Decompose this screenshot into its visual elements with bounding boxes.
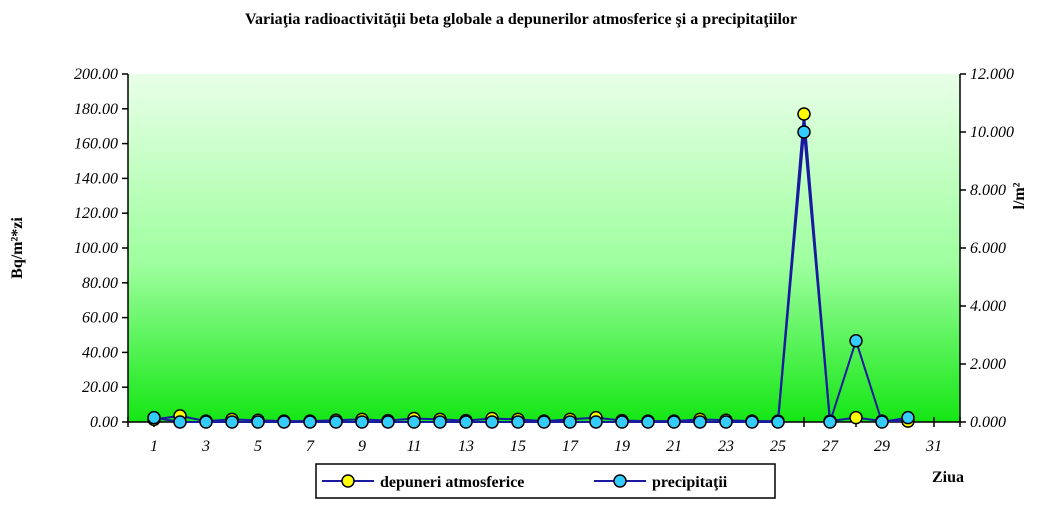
data-point (225, 415, 239, 429)
x-tick-label: 19 (614, 438, 630, 455)
data-point (537, 415, 551, 429)
data-point (303, 415, 317, 429)
x-tick-label: 7 (306, 438, 315, 455)
data-point (849, 410, 863, 425)
data-point (641, 415, 655, 429)
data-point (745, 415, 759, 429)
y2-tick-label: 10.000 (970, 124, 1014, 141)
x-tick-label: 29 (874, 438, 890, 455)
chart-title: Variaţia radioactivităţii beta globale a… (245, 11, 797, 28)
x-tick-label: 31 (925, 438, 942, 455)
x-axis-title: Ziua (932, 469, 964, 486)
x-tick-label: 11 (407, 438, 422, 455)
x-tick-label: 23 (718, 438, 734, 455)
y-axis-title: Bq/m²*zi (9, 217, 26, 279)
y2-tick-label: 0.000 (970, 414, 1006, 431)
series-1 (147, 125, 915, 429)
data-point (485, 415, 499, 429)
x-tick-label: 15 (510, 438, 526, 455)
tick-labels: 0.00 20.00 40.00 60.00 80.00 100.00 120.00 140.… (74, 66, 1014, 455)
legend-label-depuneri: depuneri atmosferice (380, 474, 524, 491)
data-point (823, 415, 837, 429)
y-tick-label: 160.00 (74, 136, 118, 153)
y-tick-label: 200.00 (74, 66, 118, 83)
data-point (381, 415, 395, 429)
x-tick-label: 25 (770, 438, 786, 455)
x-tick-label: 13 (458, 438, 474, 455)
x-tick-label: 21 (666, 438, 682, 455)
data-point (771, 415, 785, 429)
data-point (667, 415, 681, 429)
legend-marker-depuneri (341, 474, 355, 488)
data-point (355, 415, 369, 429)
y-tick-label: 80.00 (82, 275, 118, 292)
x-tick-label: 9 (358, 438, 366, 455)
y2-tick-label: 2.000 (970, 356, 1006, 373)
y-tick-label: 0.00 (90, 414, 118, 431)
plot-background (128, 74, 960, 422)
data-point (849, 334, 863, 348)
legend-marker-precipitatii (613, 474, 627, 488)
data-point (797, 107, 811, 121)
data-point (615, 415, 629, 429)
series-layer (147, 107, 915, 429)
y-tick-label: 60.00 (82, 310, 118, 327)
x-tick-label: 27 (822, 438, 839, 455)
y-tick-label: 40.00 (82, 344, 118, 361)
data-point (199, 415, 213, 429)
data-point (719, 415, 733, 429)
data-point (693, 415, 707, 429)
data-point (407, 415, 421, 429)
data-point (511, 415, 525, 429)
y2-tick-label: 4.000 (970, 298, 1006, 315)
data-point (173, 415, 187, 429)
x-tick-label: 5 (254, 438, 262, 455)
data-point (147, 410, 161, 425)
x-tick-label: 17 (562, 438, 579, 455)
legend: depuneri atmosferice precipitaţii (315, 463, 776, 499)
data-point (901, 410, 915, 425)
y-tick-label: 180.00 (74, 101, 118, 118)
y2-tick-label: 8.000 (970, 182, 1006, 199)
data-point (329, 415, 343, 429)
data-point (797, 125, 811, 139)
x-tick-label: 3 (201, 438, 210, 455)
y-tick-label: 140.00 (74, 170, 118, 187)
y-tick-label: 20.00 (82, 379, 118, 396)
data-point (563, 415, 577, 429)
legend-box (315, 463, 776, 499)
y2-axis-title: l/m² (1011, 182, 1028, 209)
data-point (251, 415, 265, 429)
y2-tick-label: 12.000 (970, 66, 1014, 83)
data-point (277, 415, 291, 429)
y2-tick-label: 6.000 (970, 240, 1006, 257)
data-point (433, 415, 447, 429)
y-tick-label: 120.00 (74, 205, 118, 222)
data-point (459, 415, 473, 429)
legend-label-precipitatii: precipitaţii (652, 474, 728, 491)
data-point (875, 415, 889, 429)
y-tick-label: 100.00 (74, 240, 118, 257)
data-point (589, 415, 603, 429)
x-tick-label: 1 (150, 438, 158, 455)
